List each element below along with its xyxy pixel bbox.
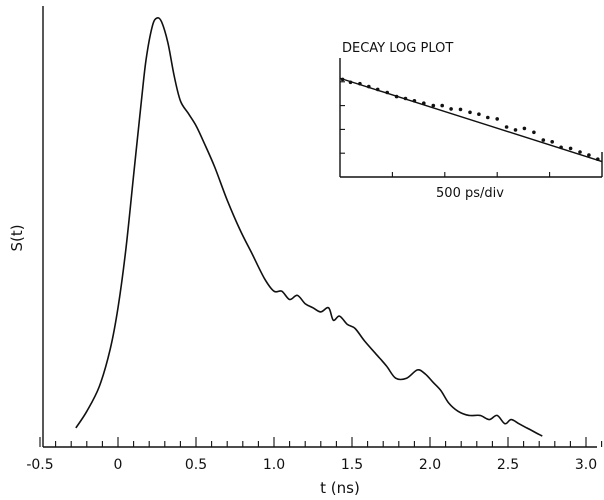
inset-data-point — [385, 90, 390, 95]
inset-data-point — [568, 146, 573, 151]
x-tick-label: 2.5 — [497, 457, 519, 473]
inset-x-axis-label: 500 ps/div — [436, 186, 504, 201]
x-tick-label: 2.0 — [419, 457, 441, 473]
x-tick-label: 0.5 — [185, 457, 207, 473]
inset-data-point — [477, 112, 481, 116]
inset-data-point — [559, 145, 563, 150]
inset-data-point — [596, 157, 600, 161]
inset-data-point — [422, 101, 426, 105]
inset-data-point — [504, 125, 509, 129]
inset-data-point — [449, 107, 453, 111]
inset-data-point — [513, 128, 518, 132]
inset-data-point — [522, 126, 527, 131]
inset-data-point — [486, 115, 490, 120]
inset-data-point — [375, 87, 380, 92]
x-axis-label: t (ns) — [320, 479, 360, 497]
x-tick-label: 0 — [114, 457, 123, 473]
inset-data-point — [403, 96, 408, 101]
x-tick-label: 3.0 — [575, 457, 597, 473]
x-tick-label: 1.0 — [263, 457, 285, 473]
inset-data-point — [458, 107, 463, 112]
inset-data-point — [358, 81, 362, 86]
x-axis-ticks — [39, 437, 603, 447]
inset-fit-line — [339, 77, 603, 163]
inset-data-point — [578, 150, 582, 154]
inset-data-point — [412, 99, 417, 103]
inset-data-point — [431, 103, 436, 108]
inset-data-point — [532, 130, 536, 135]
inset-data-point — [367, 84, 371, 89]
y-axis-label: S(t) — [8, 224, 26, 251]
inset-title: DECAY LOG PLOT — [342, 41, 453, 56]
x-tick-label: 1.5 — [341, 457, 363, 473]
inset-data-point — [348, 80, 353, 85]
inset-chart: DECAY LOG PLOT 500 ps/div — [339, 41, 603, 201]
inset-data-point — [340, 77, 345, 82]
x-tick-label: -0.5 — [26, 457, 53, 473]
inset-data-point — [550, 140, 554, 144]
main-chart: -0.5 0 0.5 1.0 1.5 2.0 2.5 3.0 t (ns) S(t) — [8, 6, 603, 497]
inset-axis-ticks — [340, 81, 551, 177]
inset-data-point — [468, 110, 472, 115]
inset-data-point — [587, 153, 591, 157]
signal-curve — [75, 16, 543, 437]
inset-data-point — [495, 117, 500, 121]
inset-data-point — [440, 103, 445, 108]
inset-data-points — [340, 77, 600, 161]
inset-data-point — [394, 94, 399, 99]
inset-data-point — [541, 138, 546, 142]
x-axis-tick-labels: -0.5 0 0.5 1.0 1.5 2.0 2.5 3.0 — [26, 457, 597, 473]
